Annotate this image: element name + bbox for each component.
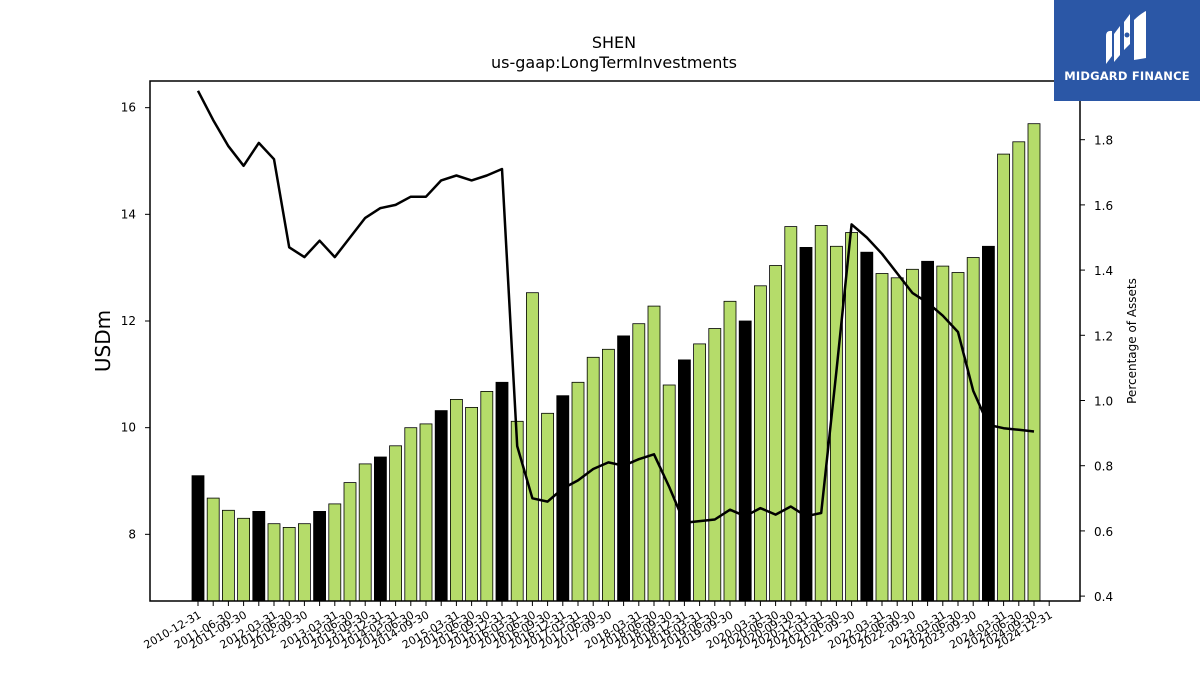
bar [921, 260, 934, 602]
bar [343, 482, 357, 602]
y-tick-label: 16 [121, 101, 136, 115]
bar [297, 523, 311, 602]
bar [404, 427, 418, 602]
plot-frame [149, 80, 1081, 602]
y2-axis-label: Percentage of Assets [1125, 278, 1139, 404]
bar [693, 343, 706, 602]
bar [571, 381, 585, 602]
bar [602, 348, 615, 602]
bar [814, 225, 828, 602]
midgard-m-logo-icon [1106, 11, 1146, 64]
line-series [196, 90, 1035, 525]
bar [754, 285, 767, 602]
bar [434, 410, 448, 602]
y-axis-label: USDm [91, 310, 115, 372]
bar [465, 406, 479, 602]
y2-tick-label: 0.4 [1094, 590, 1113, 604]
bar [906, 268, 919, 602]
bar [1012, 141, 1026, 602]
bar [678, 359, 691, 602]
y2-tick-label: 1.6 [1094, 199, 1113, 213]
bar [708, 328, 722, 602]
bar [997, 153, 1010, 602]
brand-logo: MIDGARD FINANCE [1054, 0, 1200, 101]
bar [799, 246, 813, 602]
y-tick-label: 14 [121, 207, 136, 221]
bar [723, 300, 737, 602]
chart-subtitle: us-gaap:LongTermInvestments [491, 53, 737, 72]
bar [328, 503, 342, 602]
bar [875, 273, 889, 602]
percentage-line [196, 90, 1035, 525]
y2-tick-label: 0.6 [1094, 525, 1113, 539]
bar [951, 272, 965, 602]
bar [1027, 123, 1041, 602]
y2-tick-label: 1.8 [1094, 134, 1113, 148]
bar [419, 423, 433, 602]
y-tick-label: 12 [121, 314, 136, 328]
bar [860, 251, 874, 602]
y-axis-right: 0.4 0.6 0.8 1.0 1.2 1.4 1.6 1.8 [1080, 134, 1113, 604]
y2-tick-label: 1.0 [1094, 394, 1113, 408]
bar [830, 245, 843, 602]
x-axis: 2010-12-312011-06-302011-09-302012-03-31… [142, 601, 1055, 652]
y-tick-label: 8 [128, 527, 136, 541]
bar [845, 232, 858, 602]
bar [890, 277, 904, 602]
y-axis-left: 8 10 12 14 16 [121, 101, 150, 541]
bar [389, 445, 403, 602]
bar [495, 381, 509, 602]
bar [373, 456, 387, 602]
bar [267, 523, 281, 602]
bar [966, 257, 980, 602]
bar [662, 384, 676, 602]
bar [358, 463, 372, 602]
bar-series [191, 123, 1041, 602]
bar [617, 335, 630, 602]
y2-tick-label: 1.4 [1094, 264, 1113, 278]
bar [252, 510, 266, 602]
bar [237, 517, 251, 602]
y2-tick-label: 0.8 [1094, 460, 1113, 474]
bar [313, 510, 327, 602]
bar [480, 390, 494, 602]
bar [191, 475, 205, 602]
chart-title: SHEN [592, 33, 636, 52]
bar [541, 412, 554, 602]
bar [449, 398, 463, 602]
bar [206, 497, 220, 602]
y2-tick-label: 1.2 [1094, 329, 1113, 343]
bar [282, 527, 296, 602]
y-tick-label: 10 [121, 421, 136, 435]
bar [784, 226, 798, 602]
bar [586, 356, 600, 602]
bar [526, 292, 539, 602]
brand-name: MIDGARD FINANCE [1064, 69, 1190, 83]
bar [221, 509, 235, 602]
bar [556, 395, 570, 602]
bar [738, 320, 752, 602]
bar [769, 265, 782, 602]
